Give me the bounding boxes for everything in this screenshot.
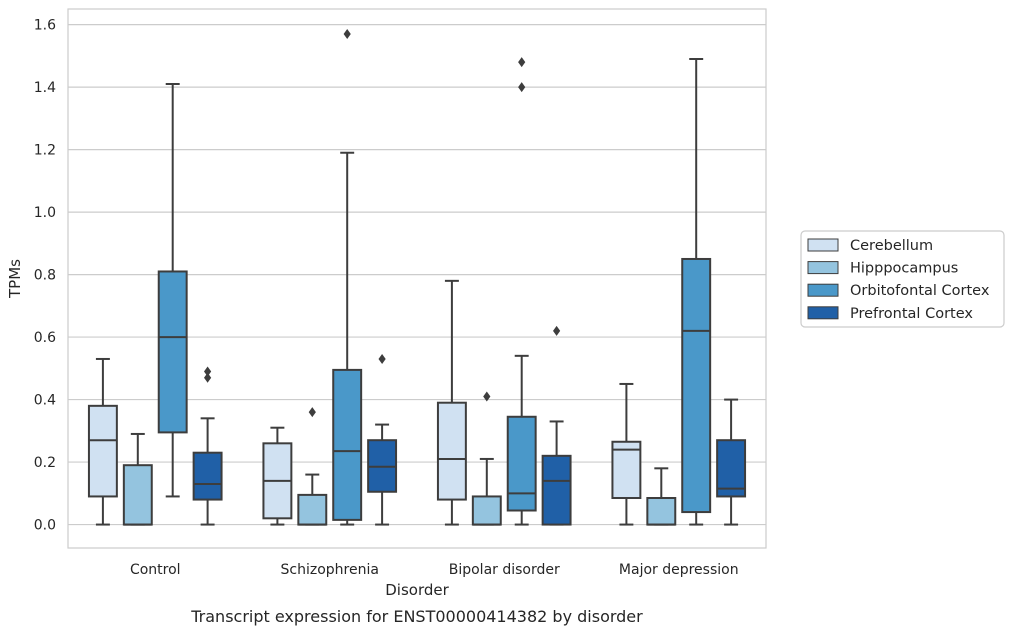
x-tick-label: Schizophrenia bbox=[281, 562, 379, 578]
legend-label: Prefrontal Cortex bbox=[850, 306, 973, 322]
outlier-point bbox=[518, 57, 526, 68]
box-body bbox=[646, 497, 677, 526]
boxes-layer bbox=[87, 28, 747, 526]
y-tick-label: 1.4 bbox=[34, 80, 56, 96]
y-tick-label: 0.6 bbox=[34, 330, 56, 346]
box-body bbox=[297, 493, 328, 526]
box-body bbox=[681, 257, 712, 514]
box-body bbox=[122, 464, 153, 526]
y-tick-label: 0.0 bbox=[34, 518, 56, 534]
box-2-0 bbox=[157, 82, 188, 498]
x-tick-labels: Control Schizophrenia Bipolar disorder Majo… bbox=[130, 562, 739, 578]
box-3-2 bbox=[541, 325, 572, 526]
outlier-point bbox=[343, 28, 351, 39]
legend-label: Orbitofontal Cortex bbox=[850, 283, 990, 299]
legend-swatch bbox=[807, 261, 839, 275]
box-body bbox=[611, 440, 642, 500]
outlier-point bbox=[204, 372, 212, 383]
x-tick-label: Control bbox=[130, 562, 181, 578]
legend-swatch bbox=[807, 306, 839, 320]
box-body bbox=[87, 404, 118, 498]
box-3-0 bbox=[192, 366, 223, 526]
outlier-point bbox=[518, 82, 526, 93]
y-tick-label: 0.8 bbox=[34, 268, 56, 284]
box-body bbox=[157, 270, 188, 434]
legend-label: Cerebellum bbox=[850, 238, 933, 254]
box-3-1 bbox=[367, 353, 398, 526]
box-2-3 bbox=[681, 57, 712, 526]
outlier-point bbox=[204, 366, 212, 377]
box-body bbox=[541, 454, 572, 526]
y-tick-label: 1.2 bbox=[34, 143, 56, 159]
box-1-3 bbox=[646, 467, 677, 526]
chart-caption: Transcript expression for ENST0000041438… bbox=[190, 607, 643, 626]
box-1-2 bbox=[471, 391, 502, 526]
y-tick-label: 0.4 bbox=[34, 393, 56, 409]
box-0-3 bbox=[611, 382, 642, 526]
y-tick-label: 1.6 bbox=[34, 18, 56, 34]
x-axis-label: Disorder bbox=[385, 581, 449, 599]
legend-swatch bbox=[807, 283, 839, 297]
box-body bbox=[436, 401, 467, 501]
box-body bbox=[192, 451, 223, 501]
outlier-point bbox=[553, 325, 561, 336]
x-tick-label: Major depression bbox=[619, 562, 739, 578]
y-axis-label: TPMs bbox=[6, 259, 24, 299]
box-3-3 bbox=[716, 398, 747, 526]
box-2-2 bbox=[506, 57, 537, 526]
box-body bbox=[716, 439, 747, 498]
box-1-1 bbox=[297, 407, 328, 526]
box-2-1 bbox=[332, 28, 363, 526]
outlier-point bbox=[483, 391, 491, 402]
box-0-2 bbox=[436, 279, 467, 526]
legend-frame bbox=[800, 230, 1005, 328]
legend: Cerebellum Hipppocampus Orbitofontal Corte… bbox=[800, 230, 1005, 328]
box-body bbox=[332, 368, 363, 521]
x-tick-label: Bipolar disorder bbox=[449, 562, 560, 578]
box-body bbox=[506, 415, 537, 512]
outlier-point bbox=[378, 353, 386, 364]
legend-swatch bbox=[807, 238, 839, 252]
plot-frame bbox=[67, 8, 767, 549]
box-0-0 bbox=[87, 357, 118, 526]
box-body bbox=[471, 495, 502, 526]
box-1-0 bbox=[122, 432, 153, 526]
outlier-point bbox=[308, 407, 316, 418]
legend-label: Hipppocampus bbox=[850, 261, 958, 277]
y-tick-label: 1.0 bbox=[34, 205, 56, 221]
y-tick-label: 0.2 bbox=[34, 455, 56, 471]
box-0-1 bbox=[262, 426, 293, 526]
y-tick-labels: 0.0 0.2 0.4 0.6 0.8 1.0 1.2 1.4 1.6 bbox=[34, 18, 56, 534]
